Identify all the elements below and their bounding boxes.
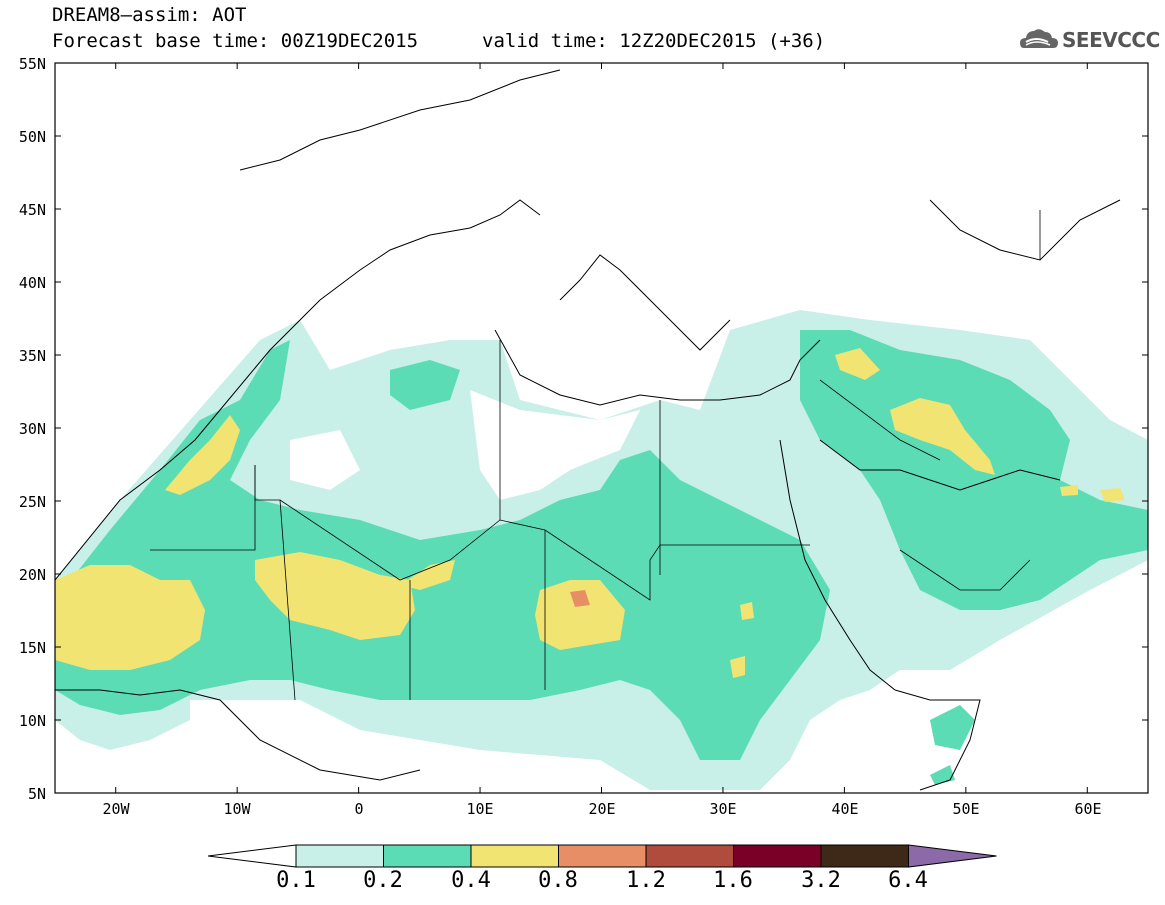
aot-0.2-region [55, 340, 830, 760]
colorbar-cell [383, 844, 472, 868]
colorbar-cell [820, 844, 909, 868]
colorbar-cell [295, 844, 384, 868]
colorbar-label: 1.2 [626, 868, 666, 893]
colorbar-cell [558, 844, 647, 868]
coastlines [55, 69, 1121, 791]
lon-label: 30E [709, 800, 737, 818]
colorbar-low-arrow [207, 844, 297, 868]
lat-label: 35N [18, 347, 46, 365]
lon-label: 20W [102, 800, 130, 818]
aot-0.4-region [165, 415, 240, 495]
lat-label: 40N [18, 274, 46, 292]
lat-label: 5N [27, 785, 46, 803]
lat-label: 15N [18, 639, 46, 657]
colorbar-cell [733, 844, 822, 868]
aot-0.4-region [400, 560, 455, 590]
lat-label: 50N [18, 128, 46, 146]
colorbar-label: 0.1 [276, 868, 316, 893]
aot-0.4-region [255, 552, 415, 640]
aot-0.2-region [800, 330, 1148, 610]
aot-0.4-region [535, 580, 625, 650]
cloud-logo-icon [1020, 29, 1058, 48]
lon-label: 10W [223, 800, 251, 818]
clear-region [190, 700, 300, 780]
colorbar-label: 1.6 [713, 868, 753, 893]
lat-label: 20N [18, 566, 46, 584]
lon-label: 60E [1074, 800, 1102, 818]
aot-0.8-region [570, 590, 590, 607]
colorbar-label: 6.4 [888, 868, 928, 893]
lon-label: 40E [831, 800, 859, 818]
lon-label: 50E [952, 800, 980, 818]
colorbar-cell [470, 844, 559, 868]
logo-text: SEEVCCC [1062, 28, 1160, 52]
forecast-base-time: Forecast base time: 00Z19DEC2015 [52, 30, 419, 52]
colorbar-label: 0.4 [451, 868, 491, 893]
lat-label: 25N [18, 493, 46, 511]
lat-label: 55N [18, 55, 46, 73]
colorbar-cell [645, 844, 734, 868]
colorbar-cells [207, 844, 997, 868]
lat-label: 45N [18, 201, 46, 219]
lat-label: 30N [18, 420, 46, 438]
colorbar-high-arrow [908, 844, 997, 868]
clear-region [470, 390, 640, 500]
colorbar-label: 0.2 [363, 868, 403, 893]
aot-0.4-region [740, 602, 754, 620]
axis-ticks [55, 62, 1148, 794]
aot-0.2-region [390, 360, 460, 410]
aot-0.2-region [930, 705, 975, 750]
aot-0.4-region [1060, 485, 1078, 496]
colorbar-label: 0.8 [538, 868, 578, 893]
lat-label: 10N [18, 712, 46, 730]
aot-0.4-region [55, 565, 205, 670]
map-title: DREAM8–assim: AOT [52, 4, 247, 26]
colorbar-label: 3.2 [801, 868, 841, 893]
lon-label: 0 [354, 800, 364, 818]
aot-0.4-region [890, 398, 995, 475]
clear-region [290, 430, 360, 490]
aot-0.4-region [835, 348, 880, 380]
borders [150, 210, 1041, 701]
aot-contours [55, 310, 1148, 790]
aot-0.4-region [730, 656, 745, 678]
lon-label: 20E [588, 800, 616, 818]
aot-0.4-region [1100, 488, 1125, 502]
valid-time: valid time: 12Z20DEC2015 (+36) [482, 30, 826, 52]
lon-label: 10E [466, 800, 494, 818]
